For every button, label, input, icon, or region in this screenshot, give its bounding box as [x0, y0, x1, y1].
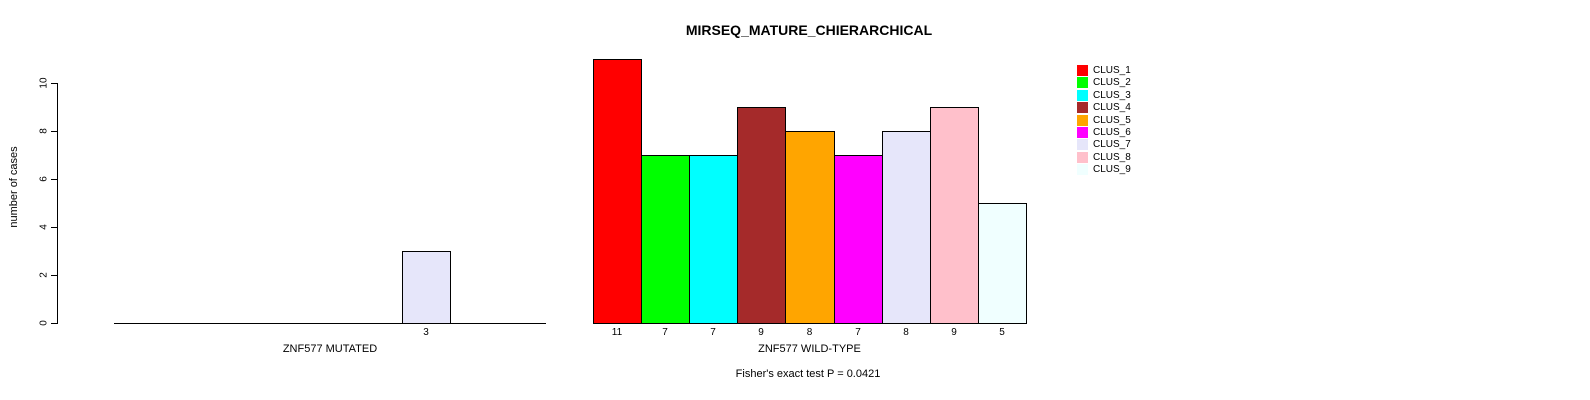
legend-swatch-clus_3 — [1077, 89, 1088, 101]
legend-label-clus_5: CLUS_5 — [1093, 114, 1131, 126]
legend-swatch-clus_8 — [1077, 151, 1088, 163]
y-tick-label: 6 — [38, 176, 50, 182]
bar-value-label: 3 — [423, 327, 429, 338]
y-tick-label: 8 — [38, 128, 50, 134]
legend-label-clus_6: CLUS_6 — [1093, 127, 1131, 138]
stat-annotation: Fisher's exact test P = 0.0421 — [735, 368, 881, 380]
bar-value-label: 8 — [806, 327, 813, 338]
bar-value-label: 7 — [710, 327, 716, 338]
y-tick — [51, 323, 57, 324]
bar-clus_9 — [978, 203, 1027, 324]
y-tick-label: 0 — [38, 320, 50, 326]
bar-value-label: 7 — [662, 327, 668, 338]
bar-clus_6 — [834, 155, 883, 324]
bar-clus_3 — [689, 155, 738, 324]
legend-label-clus_4: CLUS_4 — [1093, 102, 1131, 114]
y-tick — [51, 275, 57, 276]
bar-value-label: 8 — [903, 327, 909, 338]
bar-value-label: 7 — [855, 327, 861, 338]
bar-clus_5 — [785, 131, 835, 324]
panel-label-1: ZNF577 WILD-TYPE — [758, 343, 861, 355]
x-axis-line — [114, 323, 546, 324]
panel-label-0: ZNF577 MUTATED — [282, 343, 378, 355]
legend-label-clus_1: CLUS_1 — [1093, 65, 1131, 76]
legend-swatch-clus_9 — [1077, 164, 1088, 176]
legend-swatch-clus_4 — [1077, 102, 1088, 114]
legend-label-clus_8: CLUS_8 — [1093, 151, 1131, 163]
y-tick — [51, 179, 57, 180]
bar-clus_1 — [593, 59, 642, 324]
bar-value-label: 9 — [758, 327, 764, 338]
y-axis-line — [57, 83, 58, 324]
chart-title: MIRSEQ_MATURE_CHIERARCHICAL — [685, 22, 933, 38]
legend-label-clus_3: CLUS_3 — [1093, 89, 1131, 101]
bar-clus_2 — [641, 155, 690, 324]
bar-clus_7 — [882, 131, 931, 324]
legend-label-clus_9: CLUS_9 — [1093, 164, 1131, 176]
y-axis-label: number of cases — [8, 146, 20, 228]
y-tick-label: 4 — [38, 224, 50, 230]
legend-swatch-clus_7 — [1077, 139, 1088, 151]
legend-swatch-clus_5 — [1077, 114, 1088, 126]
bar-clus_7 — [402, 251, 451, 324]
y-tick — [51, 227, 57, 228]
y-tick-label: 2 — [38, 272, 50, 278]
legend-swatch-clus_6 — [1077, 127, 1088, 138]
y-tick — [51, 131, 57, 132]
legend-label-clus_7: CLUS_7 — [1093, 139, 1131, 151]
bar-clus_4 — [737, 107, 786, 324]
bar-clus_8 — [930, 107, 979, 324]
bar-value-label: 5 — [999, 327, 1005, 338]
legend-label-clus_2: CLUS_2 — [1093, 77, 1131, 89]
legend-swatch-clus_1 — [1077, 65, 1088, 76]
bar-value-label: 9 — [951, 327, 957, 338]
y-tick-label: 10 — [38, 77, 50, 89]
bar-value-label: 11 — [611, 327, 623, 338]
legend-swatch-clus_2 — [1077, 77, 1088, 89]
y-tick — [51, 83, 57, 84]
